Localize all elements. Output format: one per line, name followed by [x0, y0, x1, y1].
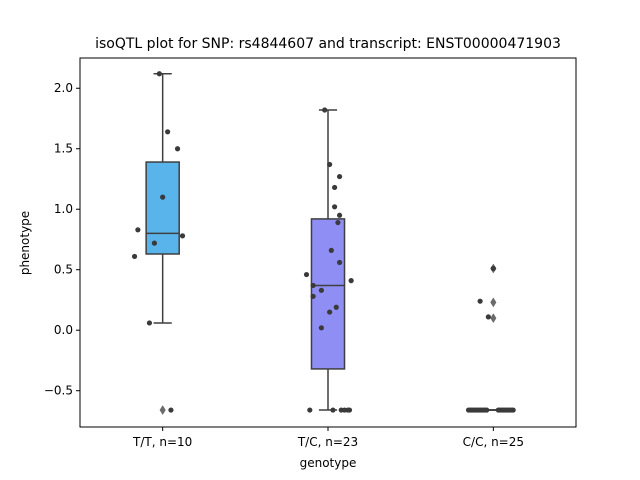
y-tick-label: 1.0 — [54, 202, 73, 216]
data-point — [318, 325, 324, 331]
data-point — [160, 194, 166, 200]
data-point — [135, 227, 141, 233]
data-point — [310, 282, 316, 289]
data-point — [318, 287, 324, 293]
y-tick-label: 2.0 — [54, 81, 73, 95]
data-point — [327, 309, 333, 315]
y-tick-label: 1.5 — [54, 142, 73, 156]
x-axis-label: genotype — [300, 456, 357, 470]
y-axis: −0.5 0.0 0.5 1.0 1.5 2.0 — [44, 81, 80, 398]
data-point — [332, 184, 338, 191]
x-tick-label: T/T, n=10 — [132, 435, 192, 449]
data-point — [485, 314, 491, 320]
outlier-marker — [490, 297, 497, 308]
data-point — [168, 407, 174, 413]
x-axis: T/T, n=10 T/C, n=23 C/C, n=25 — [132, 427, 524, 449]
outlier-marker — [490, 313, 497, 324]
y-tick-label: −0.5 — [44, 384, 73, 398]
data-point — [335, 219, 341, 226]
data-point — [490, 265, 496, 272]
data-point — [174, 146, 181, 152]
y-tick-label: 0.5 — [54, 263, 73, 277]
data-point — [179, 233, 186, 239]
data-point — [330, 407, 336, 413]
x-tick-label: C/C, n=25 — [463, 435, 524, 449]
data-point — [131, 253, 138, 260]
data-point — [336, 212, 343, 218]
data-point — [156, 71, 162, 77]
data-point — [336, 173, 343, 180]
outlier-marker — [159, 405, 166, 416]
data-point — [165, 129, 171, 135]
data-point — [332, 204, 338, 210]
data-point — [307, 407, 313, 413]
x-tick-label: T/C, n=23 — [297, 435, 358, 449]
data-point — [484, 407, 490, 413]
data-point — [510, 407, 516, 413]
y-axis-label: phenotype — [18, 211, 32, 275]
data-point — [310, 293, 316, 299]
data-point — [151, 240, 157, 246]
data-point — [333, 304, 339, 310]
data-point — [303, 271, 310, 278]
data-point — [348, 278, 354, 284]
data-point — [328, 247, 334, 253]
data-point — [346, 407, 353, 413]
box — [145, 161, 180, 255]
y-tick-label: 0.0 — [54, 323, 73, 337]
box — [310, 218, 346, 370]
data-point — [322, 107, 328, 113]
data-point — [327, 161, 333, 168]
chart-title: isoQTL plot for SNP: rs4844607 and trans… — [95, 36, 561, 52]
data-point — [477, 298, 483, 304]
plot-area — [131, 71, 516, 416]
data-point — [336, 259, 343, 266]
data-point — [146, 320, 153, 326]
